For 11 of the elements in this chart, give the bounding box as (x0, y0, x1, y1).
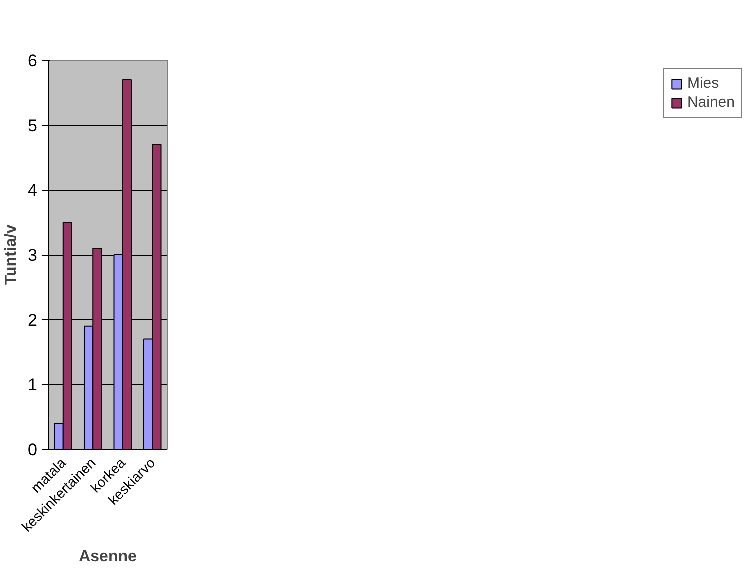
y-tick-label: 4 (28, 181, 38, 200)
y-tick-label: 0 (28, 440, 38, 460)
legend-label: Mies (687, 75, 720, 92)
y-tick-label: 1 (28, 376, 38, 395)
y-tick-label: 6 (28, 52, 38, 70)
y-tick-label: 3 (28, 246, 38, 265)
y-axis-title: Tuntia/v (3, 224, 20, 286)
x-axis-title: Asenne (79, 548, 137, 566)
y-tick-label: 5 (28, 116, 38, 136)
legend-label: Nainen (687, 94, 735, 111)
y-tick-label: 2 (28, 310, 38, 330)
